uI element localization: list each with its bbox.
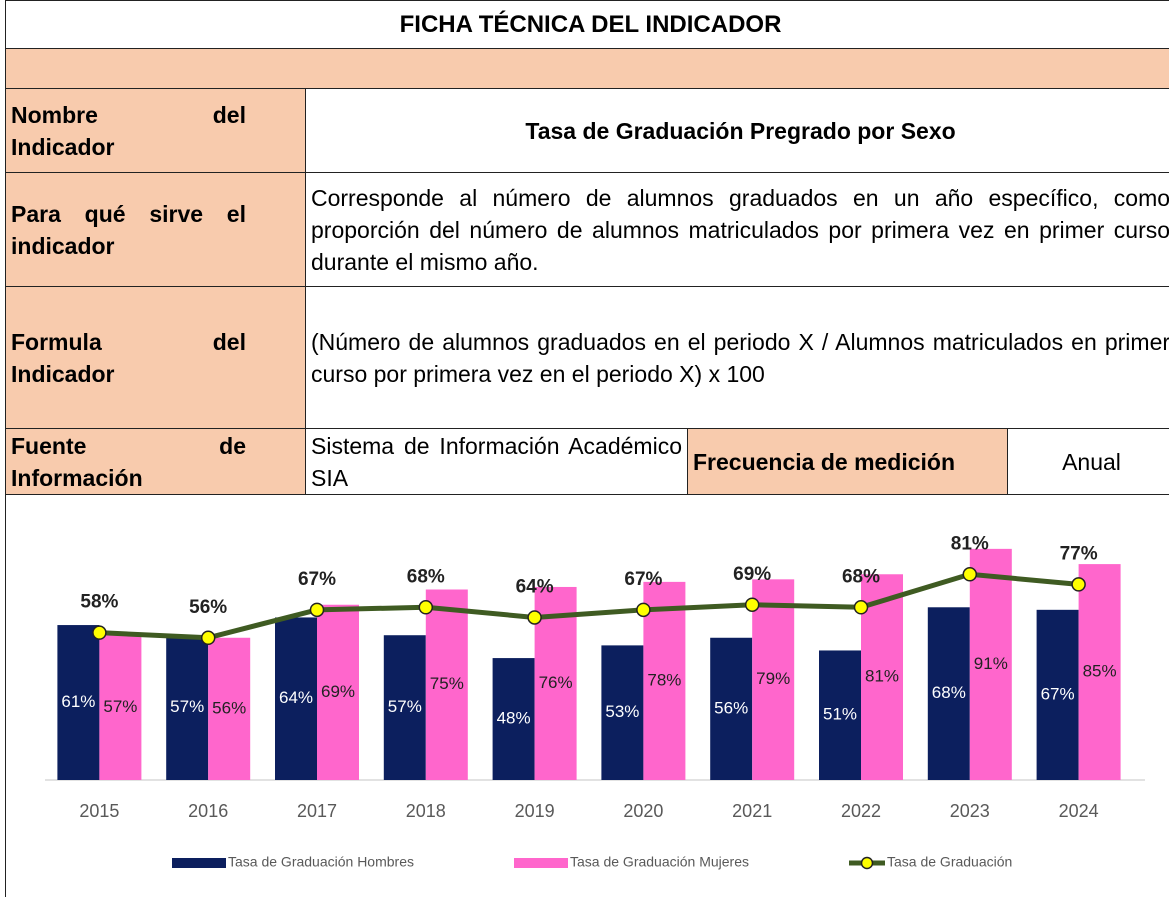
line-marker xyxy=(636,602,651,618)
legend-swatch xyxy=(514,858,568,868)
frequency: Anual xyxy=(1006,428,1169,495)
line-marker xyxy=(744,597,760,612)
legend-label: Tasa de Graduación Mujeres xyxy=(570,854,749,870)
bar-label: 56% xyxy=(212,698,246,717)
bar xyxy=(643,581,686,780)
bar xyxy=(425,589,468,780)
bar xyxy=(492,658,535,780)
line xyxy=(99,571,1079,641)
row-label: Formula del Indicador xyxy=(5,286,306,429)
bar-label: 78% xyxy=(647,670,681,689)
bar xyxy=(383,635,426,780)
formula: (Número de alumnos graduados en el perio… xyxy=(304,286,1169,429)
bar xyxy=(752,579,795,780)
bar-label: 79% xyxy=(756,669,790,688)
line-label: 56% xyxy=(189,597,227,618)
bar-label: 85% xyxy=(1083,662,1117,681)
line-marker xyxy=(309,602,325,618)
bar-label: 76% xyxy=(539,673,573,692)
indicator-sheet: FICHA TÉCNICA DEL INDICADOR Nombre del I… xyxy=(4,0,1169,495)
line-marker xyxy=(418,600,434,615)
label-text: Frecuencia de medición xyxy=(693,448,956,475)
label-text: Nombre del Indicador xyxy=(11,101,246,160)
row-label: Fuente de Información xyxy=(5,428,306,495)
x-tick-label: 2020 xyxy=(623,801,663,821)
source: Sistema de Información Académico SIA xyxy=(305,428,688,495)
bar-label: 68% xyxy=(932,683,966,702)
line-marker xyxy=(853,600,869,615)
indicator-name: Tasa de Graduación Pregrado por Sexo xyxy=(304,88,1169,173)
bar-label: 64% xyxy=(279,688,313,707)
x-tick-label: 2023 xyxy=(950,801,990,821)
line-label: 68% xyxy=(842,566,880,587)
x-tick-label: 2022 xyxy=(841,801,881,821)
bar xyxy=(57,625,100,780)
bar xyxy=(601,645,644,780)
purpose: Corresponde al número de alumnos graduad… xyxy=(304,172,1169,287)
label-text: Formula del Indicador xyxy=(11,328,246,387)
bar xyxy=(1078,564,1121,780)
bar xyxy=(99,635,142,780)
bar-label: 57% xyxy=(170,697,204,716)
bar-label: 56% xyxy=(714,698,748,717)
x-tick-label: 2019 xyxy=(515,801,555,821)
line-marker xyxy=(962,567,978,582)
x-tick-label: 2018 xyxy=(406,801,446,821)
sheet-title: FICHA TÉCNICA DEL INDICADOR xyxy=(4,0,1169,49)
label-text: Fuente de Información xyxy=(11,432,246,491)
line-label: 68% xyxy=(407,566,445,587)
bar xyxy=(710,637,753,780)
bar xyxy=(969,548,1012,780)
bar xyxy=(317,604,359,780)
x-tick-label: 2021 xyxy=(732,801,772,821)
bar xyxy=(927,607,970,780)
line-label: 67% xyxy=(624,569,662,590)
bar xyxy=(275,617,317,780)
bar-label: 81% xyxy=(865,667,899,686)
chart: 2015 61% 57% 2016 57% 56% 2017 64% 69% 2018 57% 75%… xyxy=(5,494,1145,897)
bar-label: 57% xyxy=(103,697,137,716)
x-tick-label: 2015 xyxy=(79,801,119,821)
bar-label: 75% xyxy=(430,674,464,693)
row-label: Para qué sirve el indicador xyxy=(5,172,306,287)
x-tick-label: 2016 xyxy=(188,801,228,821)
line-label: 77% xyxy=(1060,543,1098,564)
line-label: 81% xyxy=(951,533,989,554)
bar-label: 69% xyxy=(321,682,355,701)
bar-label: 53% xyxy=(605,702,639,721)
line-marker xyxy=(92,625,107,640)
bar-label: 61% xyxy=(61,692,95,711)
row-label: Nombre del Indicador xyxy=(5,88,306,173)
line-label: 67% xyxy=(298,569,336,590)
bar xyxy=(208,637,251,780)
x-tick-label: 2024 xyxy=(1059,801,1099,821)
bar-label: 57% xyxy=(388,697,422,716)
legend-label: Tasa de Graduación Hombres xyxy=(228,854,414,870)
bar-label: 67% xyxy=(1041,684,1075,703)
row-label: Frecuencia de medición xyxy=(687,428,1008,495)
line-label: 69% xyxy=(733,564,771,585)
legend-swatch xyxy=(860,856,874,870)
x-tick-label: 2017 xyxy=(297,801,337,821)
bar xyxy=(819,650,861,780)
label-text: Para qué sirve el indicador xyxy=(11,200,246,259)
bar xyxy=(1036,609,1079,780)
bar-label: 51% xyxy=(823,705,857,724)
line-label: 64% xyxy=(516,576,554,597)
bar-label: 48% xyxy=(497,709,531,728)
line-marker xyxy=(200,630,216,646)
line-marker xyxy=(1071,577,1086,592)
legend-label: Tasa de Graduación xyxy=(887,854,1012,870)
legend-swatch xyxy=(172,858,226,868)
spacer-row xyxy=(4,48,1169,89)
line-marker xyxy=(527,610,542,625)
bar xyxy=(166,635,209,780)
line-label: 58% xyxy=(80,592,118,613)
bar-label: 91% xyxy=(974,654,1008,673)
